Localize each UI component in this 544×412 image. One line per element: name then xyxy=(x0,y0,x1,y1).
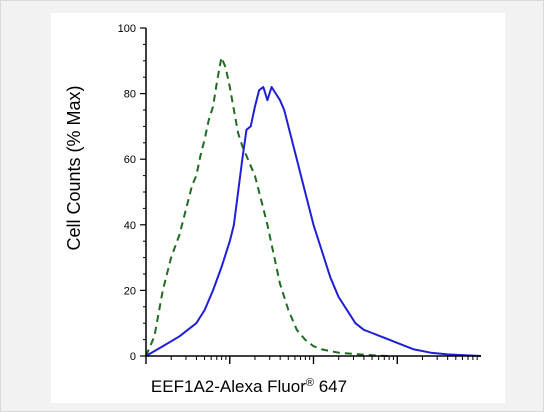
control-series-line xyxy=(145,56,389,357)
y-tick-label: 0 xyxy=(130,351,136,363)
y-tick-label: 60 xyxy=(124,154,136,166)
x-axis-label-suffix: 647 xyxy=(314,377,347,396)
x-axis-label: EEF1A2-Alexa Fluor® 647 xyxy=(151,377,347,396)
y-tick-label: 100 xyxy=(118,23,136,35)
y-tick-label: 80 xyxy=(124,89,136,101)
x-ticks xyxy=(145,356,478,364)
y-tick-label: 20 xyxy=(124,285,136,297)
x-axis-label-main: EEF1A2-Alexa Fluor xyxy=(151,377,306,396)
eef1a2-series-line xyxy=(145,86,482,357)
y-axis-label: Cell Counts (% Max) xyxy=(64,85,84,250)
chart-panel: 0 20 40 60 80 100 Cell Counts (% Max) EEF1A2-… xyxy=(51,13,505,403)
series-layer xyxy=(145,56,482,357)
y-ticks: 0 20 40 60 80 100 xyxy=(118,23,146,363)
x-axis-label-superscript: ® xyxy=(306,377,314,389)
y-tick-label: 40 xyxy=(124,220,136,232)
histogram-chart: 0 20 40 60 80 100 Cell Counts (% Max) EEF1A2-… xyxy=(64,23,482,396)
